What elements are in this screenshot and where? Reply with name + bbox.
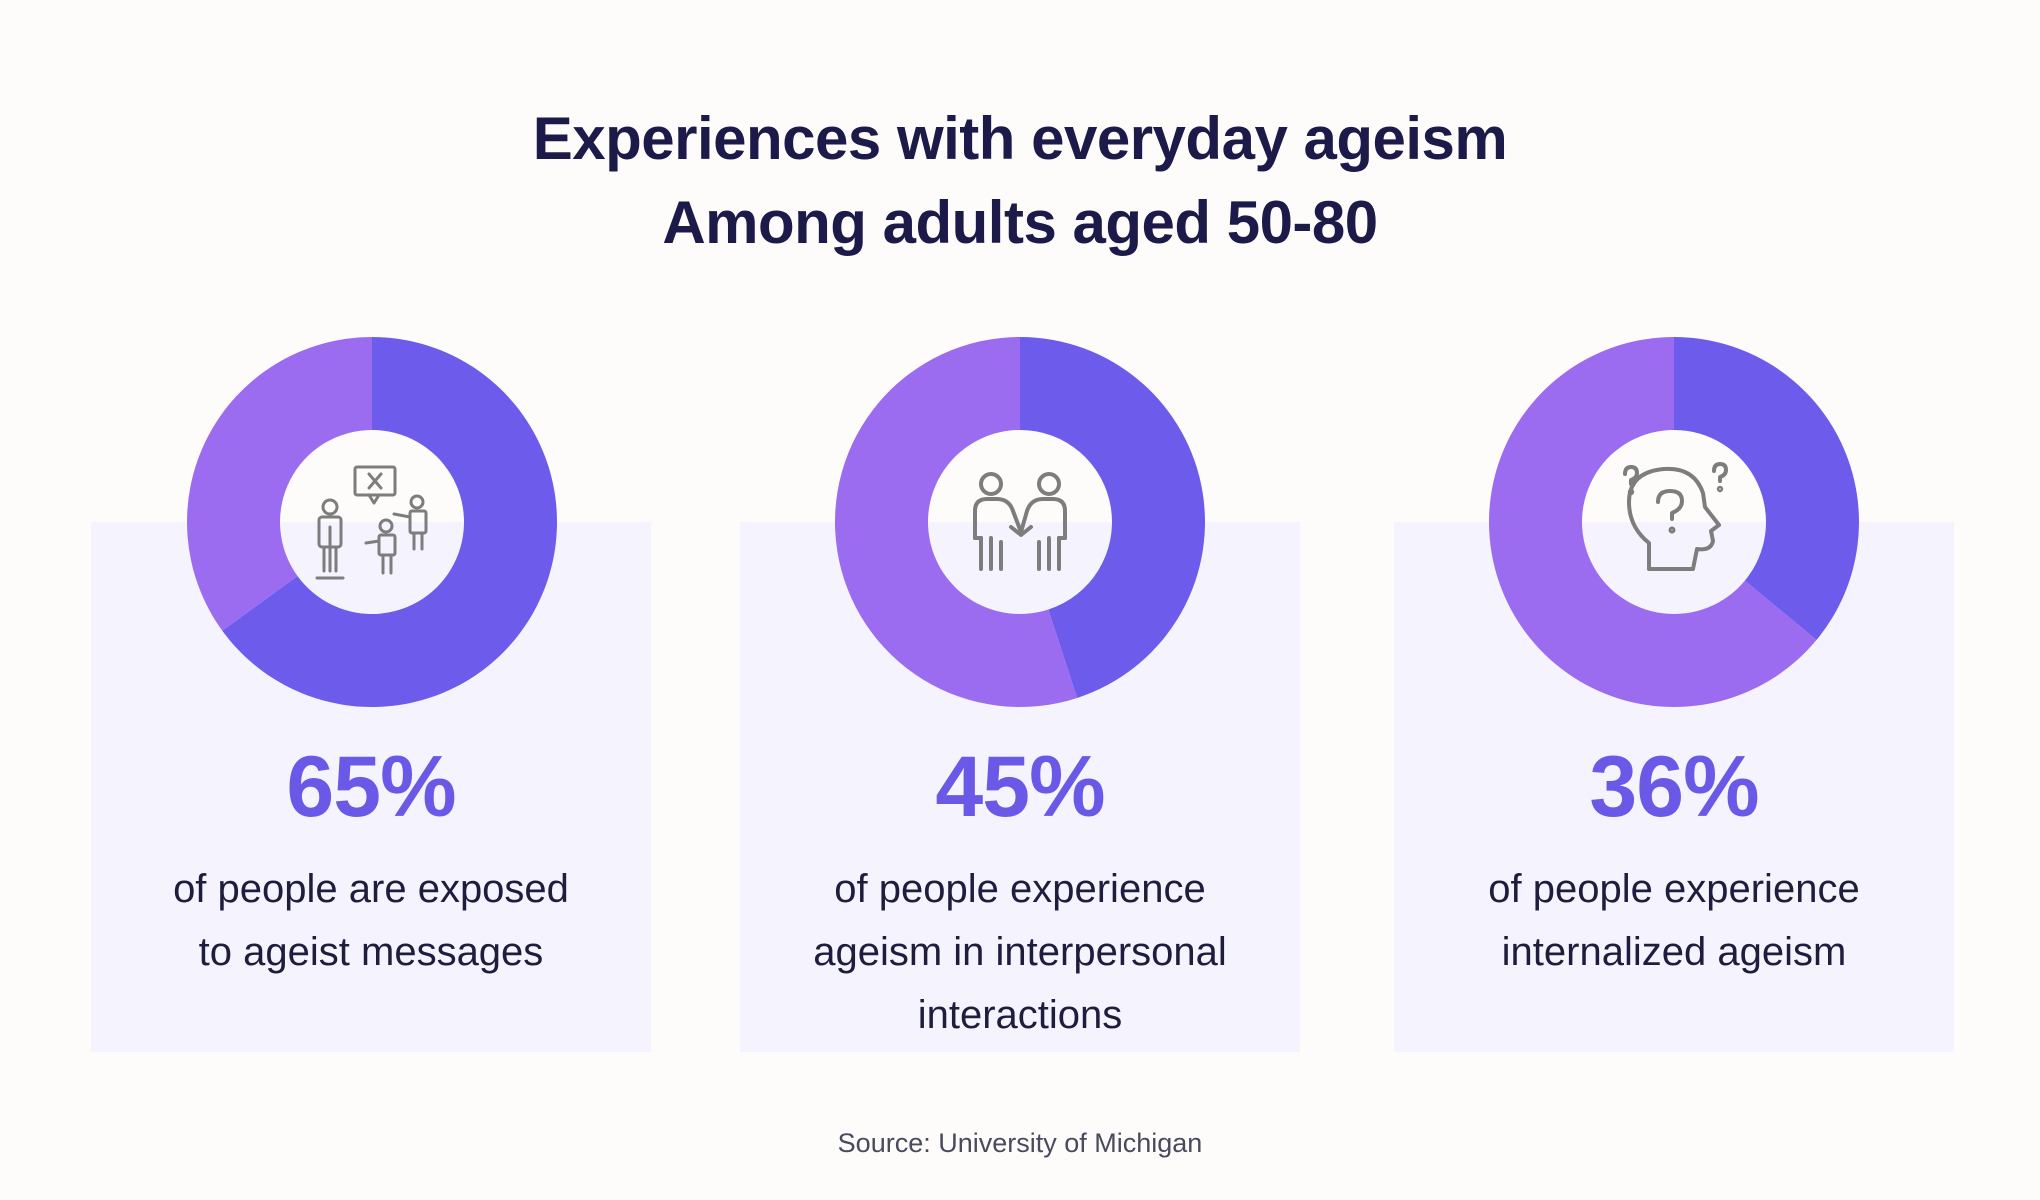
- chart-subtitle: Among adults aged 50-80: [662, 189, 1378, 256]
- description-line: interactions: [917, 993, 1123, 1037]
- stat-description-1: of people are exposed to ageist messages: [91, 858, 651, 984]
- description-line: of people experience: [834, 867, 1206, 911]
- head-question-icon: [1623, 462, 1728, 571]
- stat-percent-3: 36%: [1589, 739, 1759, 835]
- stat-description-2: of people experience ageism in interpers…: [740, 858, 1300, 1047]
- donut-chart-3: [1489, 337, 1859, 707]
- description-line: to ageist messages: [198, 930, 544, 974]
- description-line: internalized ageism: [1501, 930, 1847, 974]
- donut-secondary-slice: [187, 337, 372, 631]
- donut-chart-2: [835, 337, 1205, 707]
- description-line: ageism in interpersonal: [813, 930, 1227, 974]
- stat-card-2: [740, 522, 1300, 1052]
- stat-card-3: [1394, 522, 1954, 1052]
- donut-chart-1: [187, 337, 557, 707]
- ageist-messages-icon: [315, 465, 428, 580]
- handshake-people-icon: [973, 472, 1067, 571]
- stat-description-3: of people experience internalized ageism: [1394, 858, 1954, 984]
- stat-card-1: [91, 522, 651, 1052]
- source-note: Source: University of Michigan: [837, 1128, 1203, 1158]
- donut-primary-slice: [1674, 337, 1859, 640]
- chart-title: Experiences with everyday ageism: [532, 105, 1508, 172]
- donut-primary-slice: [1020, 337, 1205, 698]
- donut-secondary-slice: [1489, 337, 1817, 707]
- donut-primary-slice: [222, 337, 557, 707]
- stat-percent-1: 65%: [286, 739, 456, 835]
- donut-secondary-slice: [835, 337, 1078, 707]
- description-line: of people experience: [1488, 867, 1860, 911]
- description-line: of people are exposed: [173, 867, 569, 911]
- stat-percent-2: 45%: [935, 739, 1105, 835]
